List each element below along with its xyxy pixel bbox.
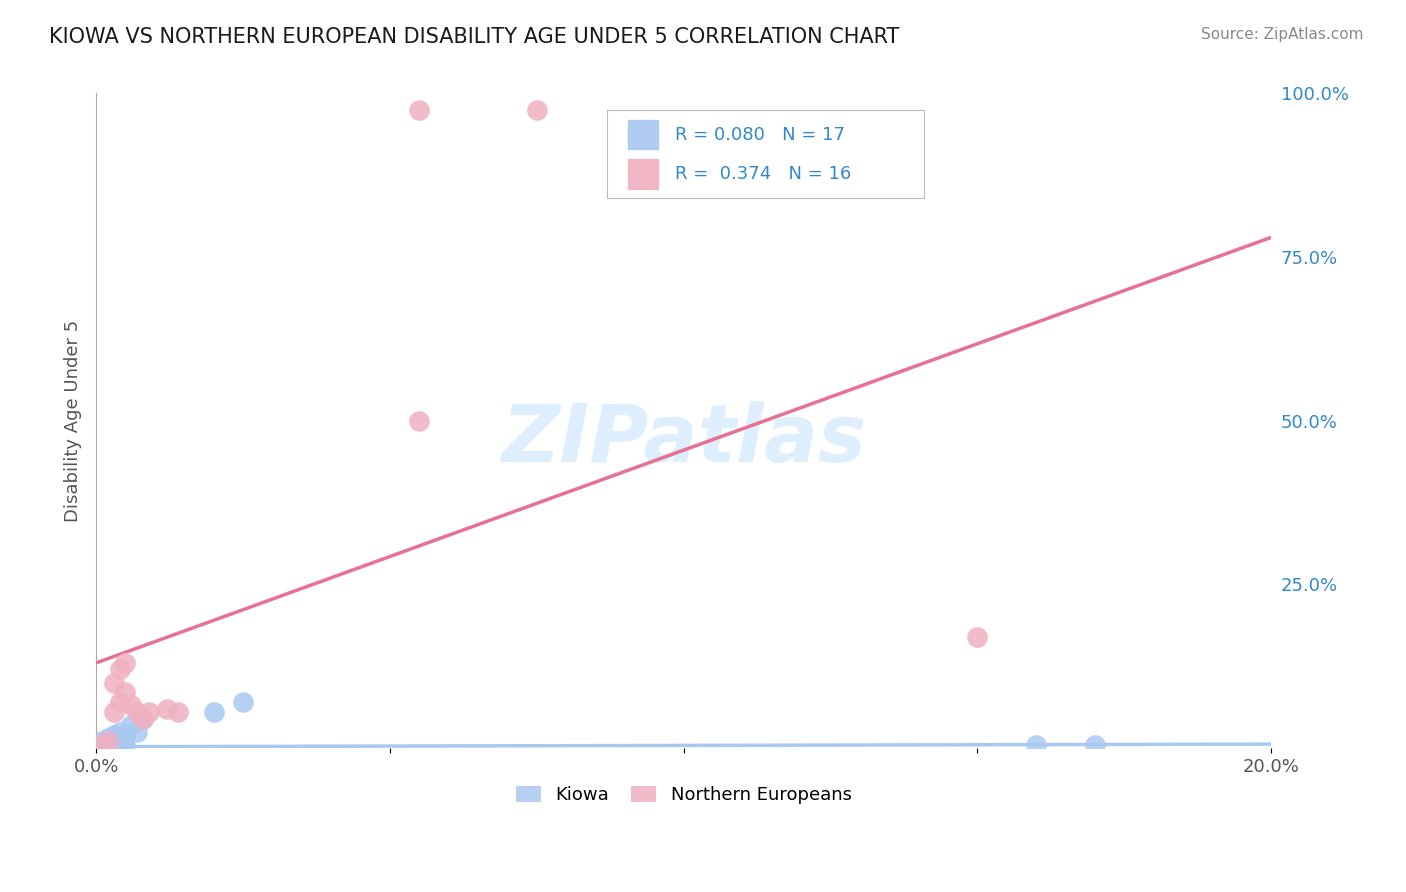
Point <box>1025 739 1047 753</box>
Point <box>132 712 155 726</box>
Point <box>97 736 120 750</box>
Point <box>120 698 142 713</box>
Point <box>91 738 114 752</box>
Text: Source: ZipAtlas.com: Source: ZipAtlas.com <box>1201 27 1364 42</box>
Point <box>138 705 160 719</box>
Point <box>1084 738 1107 752</box>
Point <box>966 630 988 644</box>
Point <box>103 675 125 690</box>
Point <box>103 738 125 752</box>
Point <box>103 728 125 742</box>
Text: ZIPatlas: ZIPatlas <box>501 401 866 479</box>
FancyBboxPatch shape <box>607 110 925 198</box>
Point <box>91 734 114 748</box>
Point <box>232 695 254 709</box>
Point <box>108 734 131 748</box>
Bar <box>628 120 658 149</box>
Point <box>526 103 548 117</box>
Point <box>127 724 149 739</box>
Point <box>114 738 136 752</box>
Point <box>155 702 177 716</box>
Point <box>91 738 114 752</box>
Point <box>114 685 136 699</box>
Point <box>127 705 149 719</box>
Point <box>97 731 120 746</box>
Point <box>108 724 131 739</box>
Point <box>408 103 430 117</box>
Point <box>114 656 136 670</box>
Point <box>114 731 136 746</box>
Point <box>103 705 125 719</box>
Text: R = 0.080   N = 17: R = 0.080 N = 17 <box>675 126 845 144</box>
Point <box>120 718 142 732</box>
Point <box>108 695 131 709</box>
Point <box>408 414 430 428</box>
Legend: Kiowa, Northern Europeans: Kiowa, Northern Europeans <box>509 779 859 811</box>
Text: KIOWA VS NORTHERN EUROPEAN DISABILITY AGE UNDER 5 CORRELATION CHART: KIOWA VS NORTHERN EUROPEAN DISABILITY AG… <box>49 27 900 46</box>
Text: R =  0.374   N = 16: R = 0.374 N = 16 <box>675 165 852 183</box>
Y-axis label: Disability Age Under 5: Disability Age Under 5 <box>65 319 82 522</box>
Point <box>132 712 155 726</box>
Point <box>108 663 131 677</box>
Bar <box>628 159 658 188</box>
Point <box>202 705 225 719</box>
Point <box>97 734 120 748</box>
Point <box>167 705 190 719</box>
